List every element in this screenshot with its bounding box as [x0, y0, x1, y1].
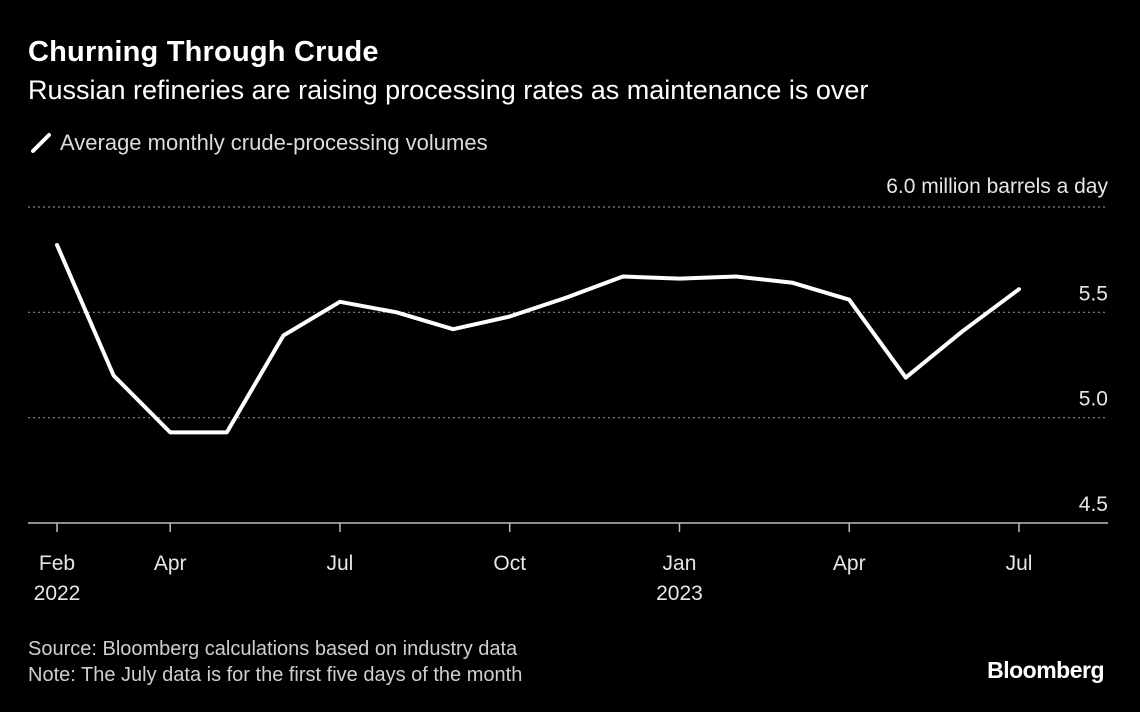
- x-tick-label: Jul: [1006, 552, 1033, 575]
- x-tick-label: Jan: [663, 552, 697, 575]
- y-tick-label: 4.5: [1079, 493, 1108, 516]
- footer: Source: Bloomberg calculations based on …: [28, 636, 522, 688]
- x-tick-label: Apr: [154, 552, 187, 575]
- data-note: Note: The July data is for the first fiv…: [28, 664, 523, 686]
- chart-title: Churning Through Crude: [28, 36, 379, 68]
- y-tick-label: 5.0: [1079, 388, 1108, 411]
- x-tick-label: Oct: [493, 552, 526, 575]
- x-tick-label: Feb: [39, 552, 75, 575]
- legend: Average monthly crude-processing volumes: [30, 130, 488, 156]
- series-line: [55, 242, 1021, 435]
- y-tick-label: 5.5: [1079, 282, 1108, 305]
- x-tick-year-label: 2022: [34, 582, 81, 605]
- bloomberg-logo: Bloomberg: [987, 657, 1104, 683]
- x-tick-label: Jul: [327, 552, 354, 575]
- source-note: Source: Bloomberg calculations based on …: [28, 638, 518, 660]
- legend-label: Average monthly crude-processing volumes: [60, 130, 488, 155]
- y-unit-label: 6.0 million barrels a day: [886, 175, 1108, 198]
- chart-subtitle: Russian refineries are raising processin…: [28, 75, 869, 105]
- legend-line-icon: [31, 133, 51, 153]
- x-tick-year-label: 2023: [656, 582, 703, 605]
- x-tick-label: Apr: [833, 552, 866, 575]
